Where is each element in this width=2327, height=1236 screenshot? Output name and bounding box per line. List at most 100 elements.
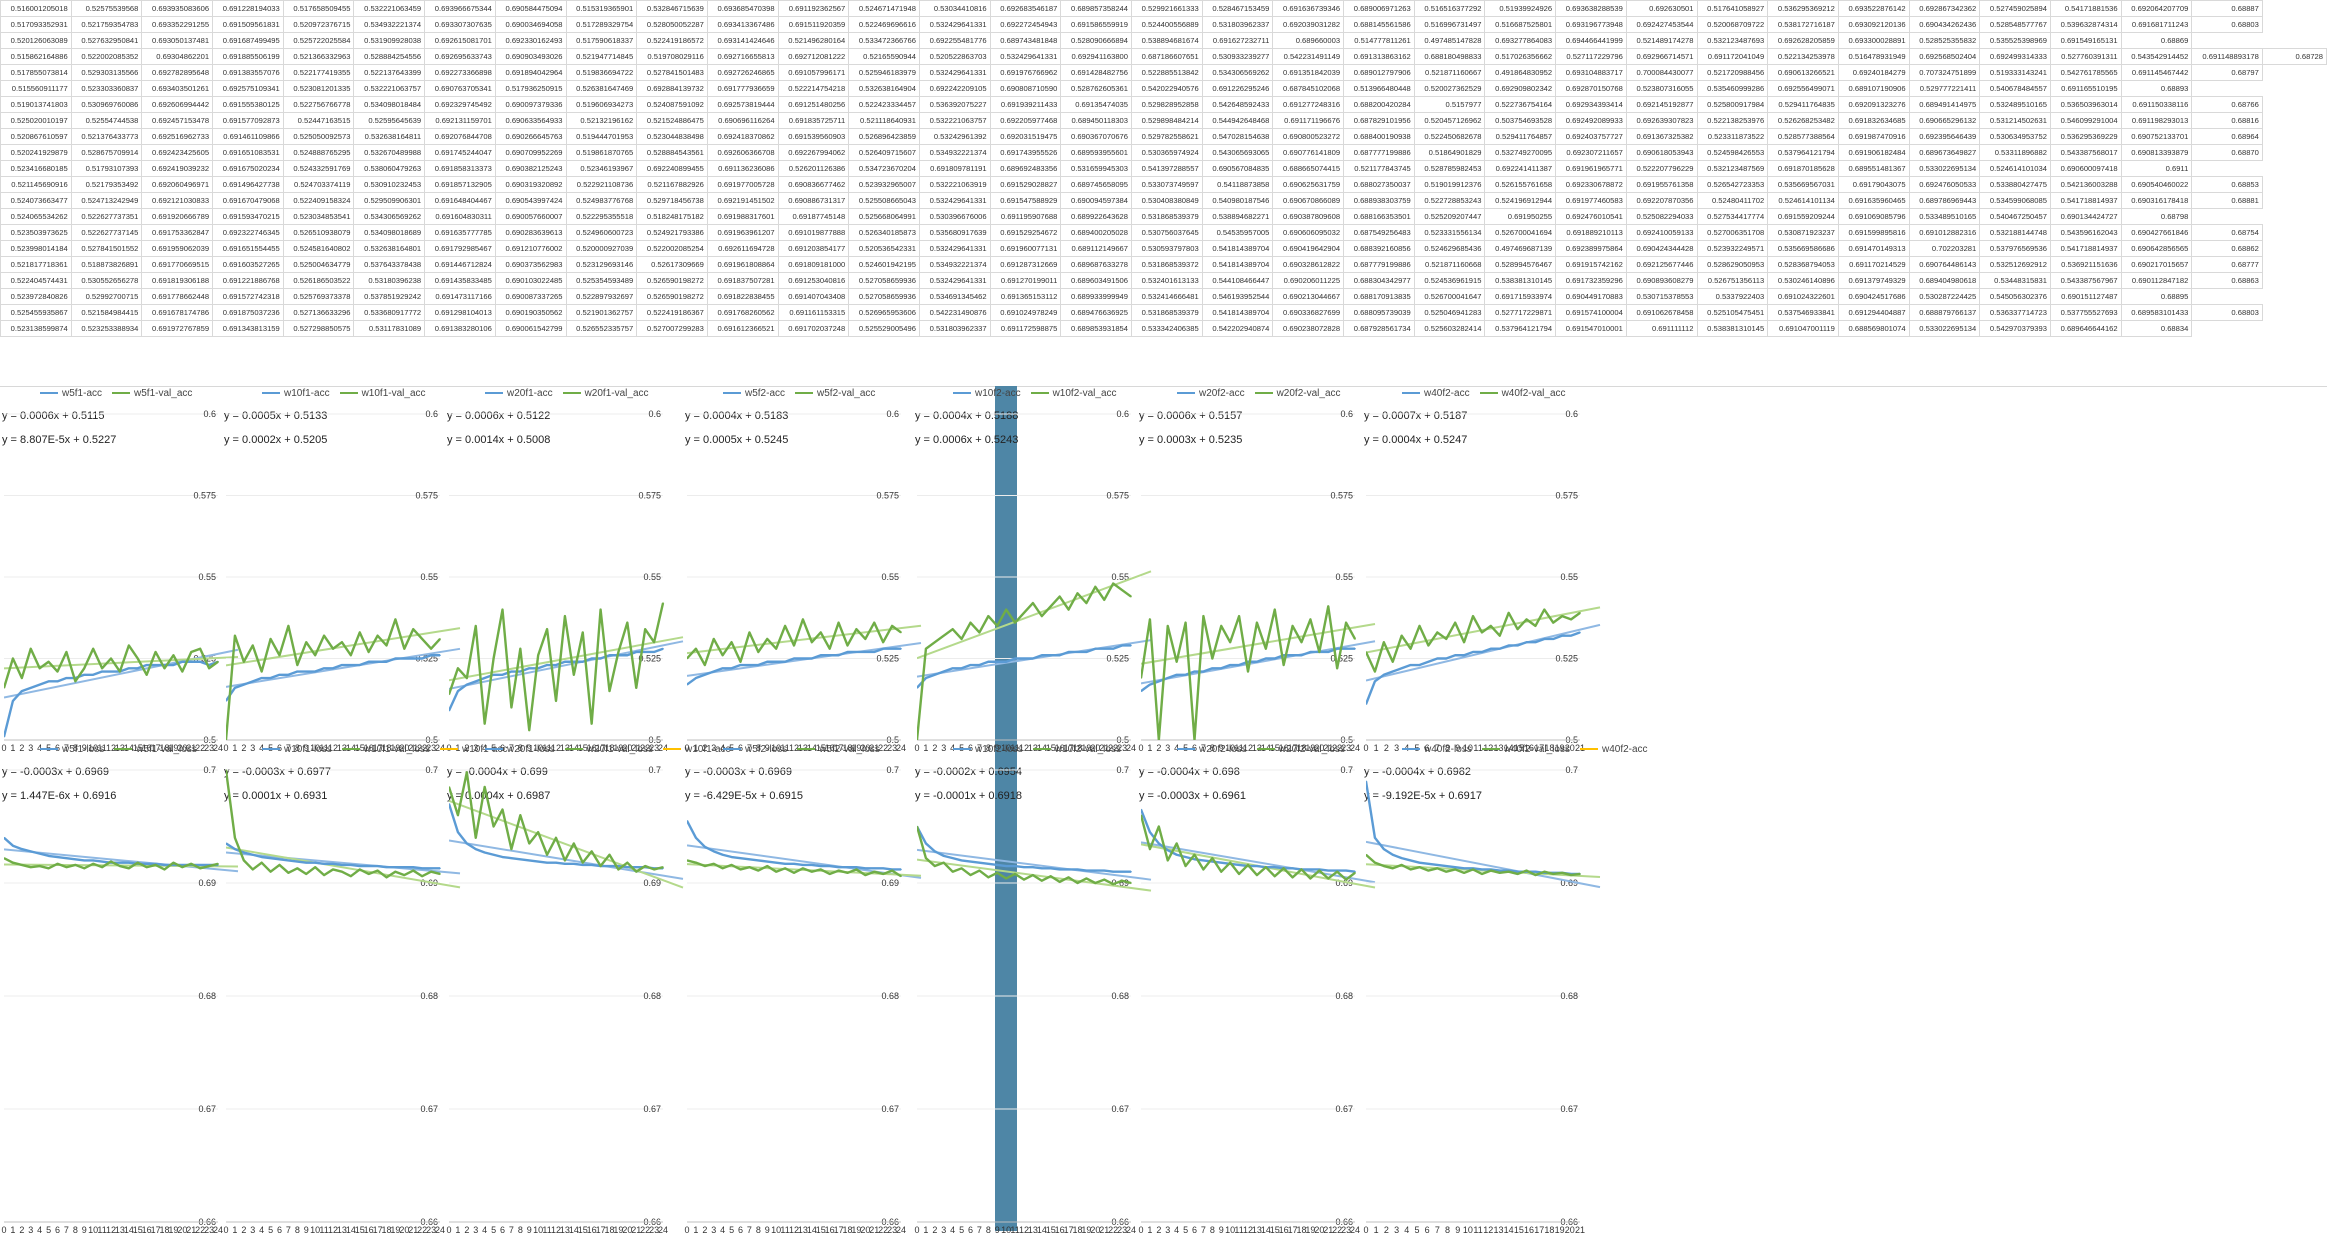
table-cell[interactable]: 0.523129693146 [565, 256, 638, 273]
table-cell[interactable]: 0.691198293013 [2120, 112, 2193, 129]
table-cell[interactable]: 0.693966675344 [424, 0, 496, 17]
table-cell[interactable]: 0.68964 [2191, 128, 2263, 145]
table-cell[interactable]: 0.532846715639 [636, 0, 708, 17]
table-cell[interactable]: 0.532749270095 [1484, 144, 1557, 161]
table-cell[interactable]: 0.69135474035 [1060, 96, 1132, 113]
table-cell[interactable]: 0.688180498833 [1413, 48, 1486, 65]
table-cell[interactable]: 0.528994576467 [1484, 256, 1557, 273]
table-cell[interactable]: 0.532221063919 [918, 176, 991, 193]
table-cell[interactable]: 0.542136003288 [2049, 176, 2122, 193]
table-cell[interactable]: 0.524629685436 [1413, 240, 1486, 257]
table-cell[interactable]: 0.692410059133 [1625, 224, 1698, 241]
table-cell[interactable]: 0.527058659936 [848, 288, 920, 305]
table-cell[interactable]: 0.497485147828 [1413, 32, 1486, 49]
table-cell[interactable]: 0.689786969443 [1908, 192, 1981, 209]
table-cell[interactable]: 0.524400556889 [1131, 16, 1203, 33]
table-cell[interactable]: 0.52179353492 [70, 176, 143, 193]
table-cell[interactable]: 0.520522863703 [918, 48, 991, 65]
table-cell[interactable]: 0.515560911177 [0, 80, 72, 97]
table-cell[interactable]: 0.689857358244 [1060, 0, 1132, 17]
table-cell[interactable]: 0.524536961915 [1413, 272, 1486, 289]
table-cell[interactable]: 0.68869 [2120, 32, 2193, 49]
table-cell[interactable]: 0.693277864083 [1484, 32, 1557, 49]
table-cell[interactable]: 0.531659945303 [1060, 160, 1132, 177]
table-cell[interactable]: 0.693685470398 [706, 0, 779, 17]
table-cell[interactable]: 0.535525398969 [1979, 32, 2051, 49]
table-cell[interactable]: 0.541814389704 [1201, 256, 1274, 273]
table-cell[interactable]: 0.691809181000 [777, 256, 850, 273]
table-cell[interactable]: 0.528785982453 [1413, 160, 1486, 177]
table-cell[interactable]: 0.529411764857 [1484, 128, 1557, 145]
table-cell[interactable]: 0.691150338116 [2120, 96, 2193, 113]
table-cell[interactable]: 0.687928561734 [1343, 320, 1415, 337]
table-cell[interactable]: 0.691950255 [1484, 208, 1557, 225]
table-cell[interactable]: 0.690097379336 [494, 96, 567, 113]
table-cell[interactable]: 0.532429641331 [918, 64, 991, 81]
table-cell[interactable]: 0.532429641331 [918, 240, 991, 257]
table-cell[interactable]: 0.68754 [2191, 224, 2263, 241]
table-cell[interactable]: 0.692716655813 [706, 48, 779, 65]
table-cell[interactable]: 0.529921661333 [1131, 0, 1203, 17]
table-cell[interactable]: 0.690427661846 [2120, 224, 2193, 241]
table-cell[interactable]: 0.693935083606 [141, 0, 214, 17]
table-cell[interactable]: 0.692639307823 [1625, 112, 1698, 129]
table-cell[interactable]: 0.691651083531 [212, 144, 284, 161]
table-cell[interactable]: 0.526542723353 [1696, 176, 1769, 193]
table-cell[interactable]: 0.527459025894 [1979, 0, 2051, 17]
table-cell[interactable]: 0.692628205859 [1767, 32, 1839, 49]
table-cell[interactable]: 0.522409158324 [282, 192, 355, 209]
table-cell[interactable]: 0.691835725711 [777, 112, 850, 129]
table-cell[interactable]: 0.526268253482 [1767, 112, 1839, 129]
table-cell[interactable]: 0.503754693528 [1484, 112, 1557, 129]
table-cell[interactable]: 0.534932221374 [918, 256, 991, 273]
table-cell[interactable]: 0.691294404887 [1837, 304, 1910, 321]
table-cell[interactable]: 0.531868539372 [1131, 256, 1203, 273]
table-cell[interactable]: 0.530933239277 [1201, 48, 1274, 65]
table-cell[interactable]: 0.530910232453 [353, 176, 426, 193]
table-cell[interactable]: 0.68798 [2120, 208, 2193, 225]
table-cell[interactable]: 0.691529254672 [989, 224, 1062, 241]
table-cell[interactable]: 0.692039031282 [1272, 16, 1345, 33]
table-cell[interactable]: 0.521366332963 [282, 48, 355, 65]
table-cell[interactable]: 0.691343813159 [212, 320, 284, 337]
table-cell[interactable]: 0.690266645763 [494, 128, 567, 145]
table-cell[interactable]: 0.691470149313 [1837, 240, 1910, 257]
table-cell[interactable]: 0.690567084835 [1201, 160, 1274, 177]
table-cell[interactable]: 0.517026356662 [1484, 48, 1557, 65]
table-cell[interactable]: 0.5337922403 [1696, 288, 1769, 305]
table-cell[interactable]: 0.690618053943 [1625, 144, 1698, 161]
table-cell[interactable]: 0.517855073814 [0, 64, 72, 81]
table-cell[interactable]: 0.523044838498 [636, 128, 708, 145]
table-cell[interactable]: 0.690752133701 [2120, 128, 2193, 145]
table-cell[interactable]: 0.523253388934 [70, 320, 143, 337]
table-cell[interactable]: 0.532221063757 [918, 112, 991, 129]
table-cell[interactable]: 0.517093352931 [0, 16, 72, 33]
table-cell[interactable]: 0.516516377292 [1413, 0, 1486, 17]
table-cell[interactable]: 0.691959062039 [141, 240, 214, 257]
table-cell[interactable]: 0.530408380849 [1131, 192, 1203, 209]
table-cell[interactable]: 0.690238072828 [1272, 320, 1345, 337]
table-cell[interactable]: 0.691988317601 [706, 208, 779, 225]
table-cell[interactable]: 0.693403501261 [141, 80, 214, 97]
table-cell[interactable]: 0.525529005496 [848, 320, 920, 337]
table-cell[interactable]: 0.690665296132 [1908, 112, 1981, 129]
table-cell[interactable]: 0.691572742318 [212, 288, 284, 305]
table-cell[interactable]: 0.68862 [2191, 240, 2263, 257]
table-cell[interactable]: 0.690151127487 [2049, 288, 2122, 305]
table-cell[interactable]: 0.707324751899 [1908, 64, 1981, 81]
table-cell[interactable]: 0.527006351708 [1696, 224, 1769, 241]
table-cell[interactable]: 0.532429641331 [989, 48, 1062, 65]
table-cell[interactable]: 0.68834 [2120, 320, 2193, 337]
table-cell[interactable]: 0.691221886768 [212, 272, 284, 289]
table-cell[interactable]: 0.691593470215 [212, 208, 284, 225]
table-cell[interactable]: 0.525800917984 [1696, 96, 1769, 113]
table-cell[interactable]: 0.691920666789 [141, 208, 214, 225]
table-cell[interactable]: 0.528675709914 [70, 144, 143, 161]
table-cell[interactable]: 0.527760391311 [2049, 48, 2122, 65]
table-cell[interactable]: 0.541814389704 [1201, 304, 1274, 321]
table-cell[interactable]: 0.687845102068 [1272, 80, 1345, 97]
table-cell[interactable]: 0.689400205028 [1060, 224, 1132, 241]
table-cell[interactable]: 0.526510938079 [282, 224, 355, 241]
table-cell[interactable]: 0.531803962337 [1201, 16, 1274, 33]
table-cell[interactable]: 0.690613266521 [1767, 64, 1839, 81]
